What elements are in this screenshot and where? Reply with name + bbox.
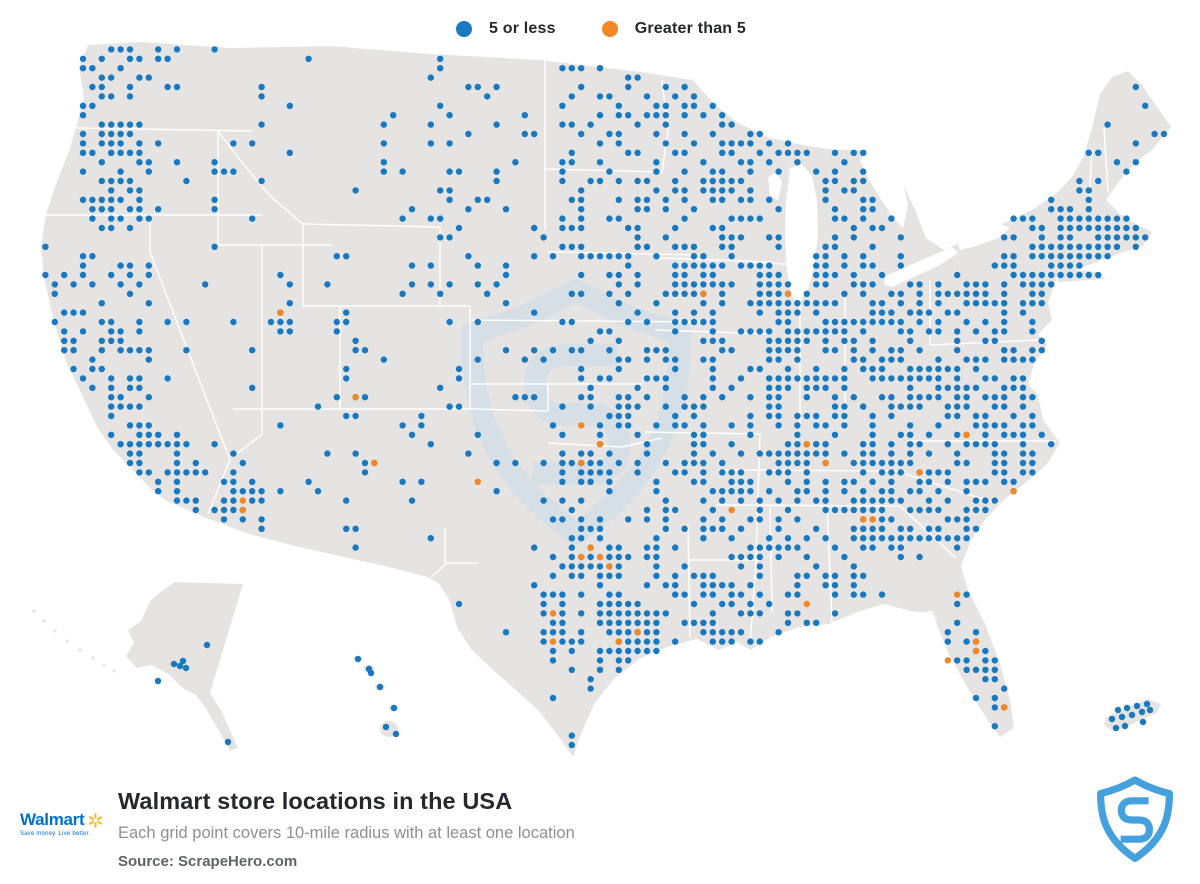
walmart-spark-icon (89, 812, 103, 828)
page-subtitle: Each grid point covers 10-mile radius wi… (118, 824, 575, 842)
store-location-dots (42, 46, 1168, 749)
map-legend: 5 or less Greater than 5 (456, 20, 746, 38)
legend-item-greater-than-5: Greater than 5 (601, 20, 747, 38)
source-credit: Source: ScrapeHero.com (118, 853, 298, 870)
orange-dot-icon (601, 21, 618, 37)
walmart-wordmark: Walmart (20, 810, 85, 829)
scrapehero-shield-icon (1097, 776, 1173, 862)
walmart-tagline: Save money. Live better. (20, 831, 91, 837)
scrapehero-logo (1094, 776, 1176, 869)
legend-item-5-or-less: 5 or less (456, 20, 556, 38)
blue-dot-icon (456, 21, 472, 37)
footer: Walmart Save money. Live better. Walmart… (0, 770, 1200, 884)
legend-label: Greater than 5 (634, 20, 747, 37)
great-lakes-water (768, 150, 1010, 302)
legend-label: 5 or less (489, 20, 556, 37)
page-title: Walmart store locations in the USA (118, 788, 513, 814)
walmart-logo: Walmart Save money. Live better. (20, 810, 116, 837)
high-density-dots (239, 290, 1017, 711)
